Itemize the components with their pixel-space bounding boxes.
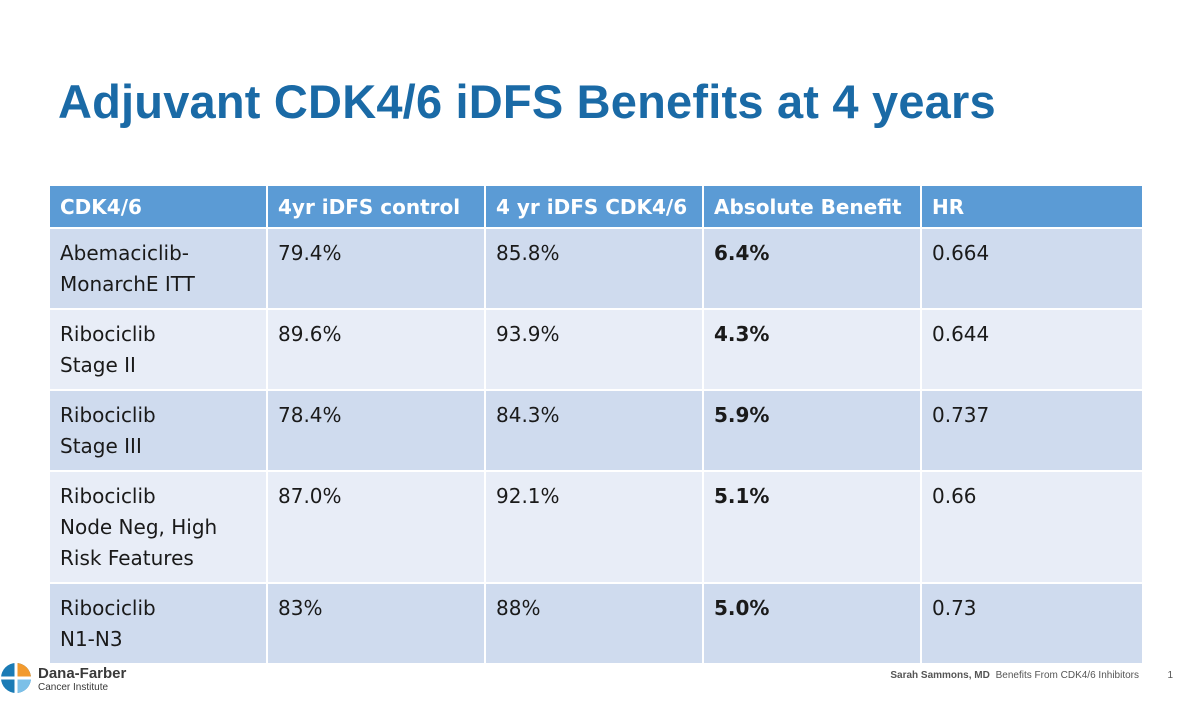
table-row: Abemaciclib- MonarchE ITT 79.4% 85.8% 6.… — [50, 228, 1142, 310]
drug-cell: Ribociclib N1-N3 — [50, 583, 268, 665]
header-hr: HR — [921, 186, 1142, 229]
table-row: Ribociclib N1-N3 83% 88% 5.0% 0.73 — [50, 583, 1142, 665]
hr-cell: 0.644 — [921, 309, 1142, 391]
header-control: 4yr iDFS control — [267, 186, 486, 229]
drug-cell: Abemaciclib- MonarchE ITT — [50, 228, 268, 310]
drug-cell: Ribociclib Stage III — [50, 390, 268, 472]
benefit-cell: 5.0% — [703, 583, 922, 665]
slide-footer: Sarah Sammons, MD Benefits From CDK4/6 I… — [890, 670, 1139, 681]
benefit-cell: 5.9% — [703, 390, 922, 472]
hr-cell: 0.664 — [921, 228, 1142, 310]
results-table: CDK4/6 4yr iDFS control 4 yr iDFS CDK4/6… — [50, 186, 1142, 665]
cdk-cell: 92.1% — [485, 471, 704, 584]
header-cdk-arm: 4 yr iDFS CDK4/6 — [485, 186, 704, 229]
slide-title: Adjuvant CDK4/6 iDFS Benefits at 4 years — [58, 75, 996, 128]
cdk-cell: 84.3% — [485, 390, 704, 472]
header-cdk46: CDK4/6 — [50, 186, 268, 229]
table-row: Ribociclib Stage II 89.6% 93.9% 4.3% 0.6… — [50, 309, 1142, 391]
logo-name: Dana-Farber — [38, 665, 127, 682]
page-number: 1 — [1167, 670, 1173, 681]
drug-cell: Ribociclib Stage II — [50, 309, 268, 391]
control-cell: 79.4% — [267, 228, 486, 310]
control-cell: 83% — [267, 583, 486, 665]
cdk-cell: 85.8% — [485, 228, 704, 310]
control-cell: 89.6% — [267, 309, 486, 391]
control-cell: 78.4% — [267, 390, 486, 472]
header-absolute-benefit: Absolute Benefit — [703, 186, 922, 229]
cdk-cell: 88% — [485, 583, 704, 665]
table-header-row: CDK4/6 4yr iDFS control 4 yr iDFS CDK4/6… — [50, 186, 1142, 229]
hr-cell: 0.66 — [921, 471, 1142, 584]
footer-author: Sarah Sammons, MD — [890, 670, 990, 681]
logo-subtitle: Cancer Institute — [38, 682, 109, 693]
table-row: Ribociclib Node Neg, High Risk Features … — [50, 471, 1142, 584]
table-row: Ribociclib Stage III 78.4% 84.3% 5.9% 0.… — [50, 390, 1142, 472]
benefit-cell: 4.3% — [703, 309, 922, 391]
drug-cell: Ribociclib Node Neg, High Risk Features — [50, 471, 268, 584]
hr-cell: 0.737 — [921, 390, 1142, 472]
cdk-cell: 93.9% — [485, 309, 704, 391]
benefit-cell: 5.1% — [703, 471, 922, 584]
hr-cell: 0.73 — [921, 583, 1142, 665]
dana-farber-logo-icon — [1, 663, 31, 693]
footer-topic: Benefits From CDK4/6 Inhibitors — [995, 670, 1139, 681]
benefit-cell: 6.4% — [703, 228, 922, 310]
dana-farber-logo: Dana-Farber Cancer Institute — [0, 660, 140, 696]
control-cell: 87.0% — [267, 471, 486, 584]
